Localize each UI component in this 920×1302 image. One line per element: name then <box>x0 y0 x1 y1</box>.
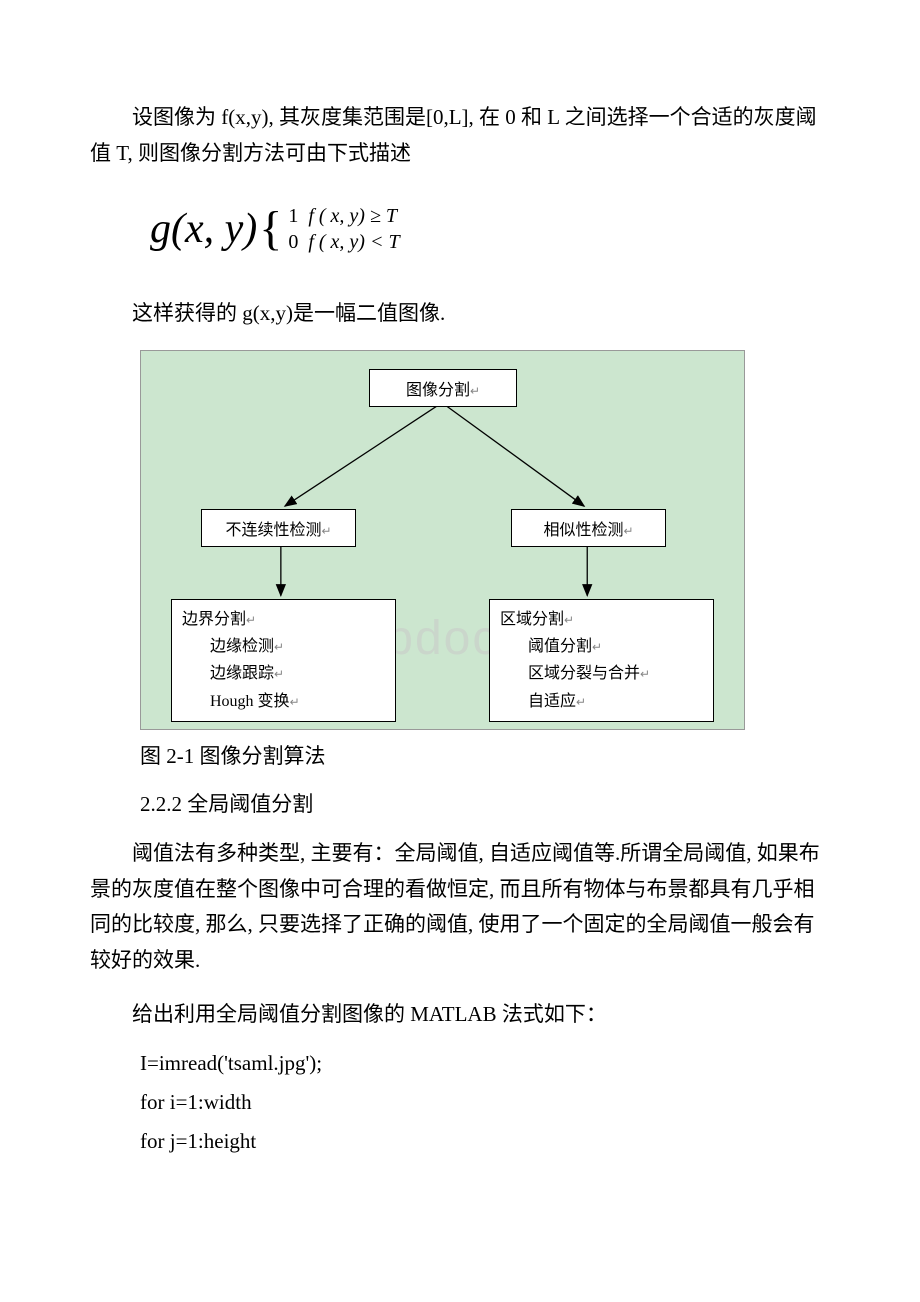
node-similarity: 相似性检测↵ <box>511 509 666 547</box>
formula-case2-condition: f ( x, y) < T <box>308 229 399 255</box>
formula-threshold: g(x, y) { 1 f ( x, y) ≥ T 0 f ( x, y) < … <box>150 201 830 256</box>
paragraph-intro: 设图像为 f(x,y), 其灰度集范围是[0,L], 在 0 和 L 之间选择一… <box>90 100 830 171</box>
formula-lhs: g(x, y) <box>150 205 257 253</box>
node-region-title: 区域分割 <box>500 611 564 628</box>
node-boundary-item-1: 边缘检测 <box>210 638 274 655</box>
node-similarity-label: 相似性检测 <box>543 522 623 539</box>
paragraph-matlab-intro: 给出利用全局阈值分割图像的 MATLAB 法式如下： <box>90 997 830 1033</box>
code-line-2: for i=1:width <box>140 1090 830 1115</box>
code-line-1: I=imread('tsaml.jpg'); <box>140 1051 830 1076</box>
node-root-label: 图像分割 <box>406 382 470 399</box>
node-region-item-1: 阈值分割 <box>528 638 592 655</box>
section-heading: 2.2.2 全局阈值分割 <box>140 788 830 818</box>
flowchart-image-segmentation: www.bdocx.com 图像分割↵ 不连续性检测↵ 相似性检测↵ 边界分割↵… <box>140 350 745 730</box>
brace-icon: { <box>259 201 282 256</box>
node-discontinuity: 不连续性检测↵ <box>201 509 356 547</box>
node-region-item-3: 自适应 <box>528 693 576 710</box>
node-region: 区域分割↵ 阈值分割↵ 区域分裂与合并↵ 自适应↵ <box>489 599 714 722</box>
code-line-3: for j=1:height <box>140 1129 830 1154</box>
diagram-container: www.bdocx.com 图像分割↵ 不连续性检测↵ 相似性检测↵ 边界分割↵… <box>140 350 830 730</box>
node-root: 图像分割↵ <box>369 369 517 407</box>
formula-case1-condition: f ( x, y) ≥ T <box>308 203 397 229</box>
paragraph-binary: 这样获得的 g(x,y)是一幅二值图像. <box>90 296 830 332</box>
node-boundary-item-3: Hough 变换 <box>210 693 290 710</box>
node-boundary-title: 边界分割 <box>182 611 246 628</box>
node-boundary: 边界分割↵ 边缘检测↵ 边缘跟踪↵ Hough 变换↵ <box>171 599 396 722</box>
node-region-item-2: 区域分裂与合并 <box>528 665 640 682</box>
formula-case1-value: 1 <box>288 203 298 229</box>
paragraph-threshold-types: 阈值法有多种类型, 主要有：全局阈值, 自适应阈值等.所谓全局阈值, 如果布景的… <box>90 836 830 979</box>
figure-caption: 图 2-1 图像分割算法 <box>140 740 830 770</box>
node-boundary-item-2: 边缘跟踪 <box>210 665 274 682</box>
formula-case2-value: 0 <box>288 229 298 255</box>
node-discontinuity-label: 不连续性检测 <box>225 522 321 539</box>
